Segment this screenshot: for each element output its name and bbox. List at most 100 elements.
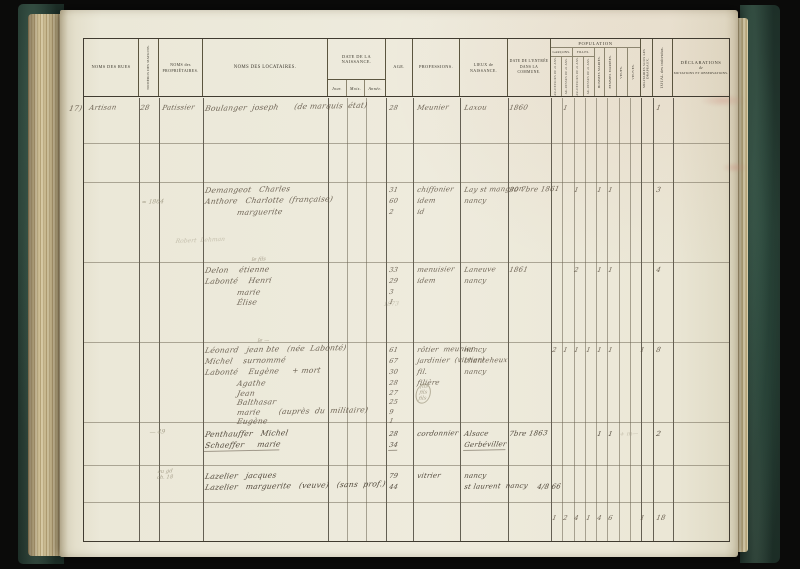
- subcol-filles-dessous: AU-DESSOUS DE 21 ANS.: [573, 57, 584, 96]
- subcol-filles-dessus: AU-DESSUS DE 21 ANS.: [586, 58, 590, 95]
- population-subcolumns: GARÇONS. AU-DESSOUS DE 21 ANS. AU-DESSUS…: [551, 48, 640, 96]
- handwritten-loc: marie: [236, 287, 262, 297]
- col-header-militaires: MILITAIRES SOUS LES DRAPEAUX.: [641, 39, 653, 96]
- column-rule: [551, 97, 552, 541]
- handwritten-age: 60: [388, 196, 399, 205]
- pencil-annotation: au gd ch. 18: [156, 467, 174, 481]
- handwritten-loc: Balthasar: [236, 396, 278, 407]
- handwritten-pop-tally: 1: [607, 185, 614, 194]
- handwritten-age: 9: [388, 407, 395, 416]
- handwritten-loc: Labonté Henri: [204, 275, 273, 286]
- handwritten-entree: 30 7bre 1861: [508, 184, 561, 194]
- col-header-date-entree: DATE DE L'ENTRÉE DANS LA COMMUNE.: [508, 39, 551, 96]
- handwritten-age: 44: [388, 482, 399, 491]
- subcol-mois: Mois.: [347, 80, 366, 96]
- row-rule: [84, 341, 729, 343]
- handwritten-age: 31: [388, 185, 399, 194]
- table-body: 17) Artisan 28 Patissier Boulanger joseph (d…: [68, 97, 729, 541]
- subcol-annee: Année.: [368, 85, 382, 91]
- row-rule: [84, 501, 729, 503]
- col-header-lieux: LIEUX de NAISSANCE.: [460, 39, 508, 96]
- handwritten-pop-tally: 1: [596, 185, 603, 194]
- handwritten-pop-tally: 1: [585, 345, 592, 354]
- handwritten-pop-tally: 1: [596, 429, 603, 438]
- handwritten-pop-tally: 1: [562, 345, 569, 354]
- column-rule: [619, 97, 620, 541]
- handwritten-prof: chiffonier: [416, 184, 455, 194]
- row-rule: [84, 181, 729, 183]
- handwritten-pop-tally: 1: [585, 513, 592, 522]
- handwritten-pop-tally: 1: [596, 345, 603, 354]
- column-rule: [366, 97, 367, 541]
- column-rule: [159, 97, 160, 541]
- column-rule: [585, 97, 586, 541]
- col-header-proprietaires: NOMS des PROPRIÉTAIRES.: [159, 39, 203, 96]
- pencil-annotation: — 49: [149, 427, 166, 436]
- handwritten-loc: Anthore Charlotte (française): [204, 193, 334, 206]
- column-rule: [574, 97, 575, 541]
- handwritten-entree: 4/8 66: [536, 482, 562, 491]
- col-header-locataires: NOMS DES LOCATAIRES.: [203, 39, 328, 96]
- subcol-garcons-dessus: AU-DESSUS DE 21 ANS.: [565, 58, 569, 95]
- handwritten-age: 34: [388, 440, 399, 451]
- ink-bleed-mark: [722, 162, 748, 173]
- handwritten-pop-tally: 1: [551, 513, 558, 522]
- handwritten-prof: cordonnier: [416, 428, 460, 438]
- handwritten-prof: Meunier: [416, 102, 450, 112]
- handwritten-age: 2: [388, 207, 395, 216]
- register-page: NOMS DES RUES NUMÉROS DES MAISONS. NOMS …: [60, 10, 748, 557]
- handwritten-age: 33: [388, 265, 399, 274]
- handwritten-age: 3: [388, 287, 395, 296]
- col-header-label: NOMS DES RUES: [91, 64, 131, 70]
- handwritten-pop-tally: 6: [607, 513, 614, 522]
- handwritten-age: 67: [388, 356, 399, 365]
- handwritten-maison: 28: [139, 103, 151, 112]
- handwritten-pop-tally: 2: [562, 513, 569, 522]
- pencil-annotation: 1873: [383, 299, 400, 308]
- handwritten-pop-tally: 1: [596, 265, 603, 274]
- handwritten-margin: 17): [68, 103, 84, 113]
- subcol-femmes-mariees: FEMMES MARIÉES.: [605, 48, 618, 96]
- census-table: NOMS DES RUES NUMÉROS DES MAISONS. NOMS …: [68, 38, 730, 542]
- column-rule: [596, 97, 597, 541]
- handwritten-loc: Lazelier marguerite (veuve) (sans prof.): [204, 478, 387, 492]
- col-header-numeros: NUMÉROS DES MAISONS.: [139, 39, 159, 96]
- column-rule: [347, 97, 348, 541]
- handwritten-prof: id: [416, 207, 426, 216]
- handwritten-prof: menuisier: [416, 264, 456, 274]
- handwritten-mil: 1: [639, 513, 646, 522]
- handwritten-total: 8: [655, 345, 662, 354]
- col-header-label: NUMÉROS DES MAISONS.: [146, 45, 150, 90]
- handwritten-age: 27: [388, 388, 399, 397]
- col-header-label: NOMS des PROPRIÉTAIRES.: [162, 61, 199, 73]
- handwritten-age: 28: [388, 378, 399, 387]
- handwritten-total: 4: [655, 265, 662, 274]
- handwritten-loc: Élise: [236, 297, 258, 307]
- handwritten-age: 25: [388, 397, 399, 406]
- handwritten-loc: Léonard jean bte (née Labonté): [204, 342, 348, 355]
- row-rule: [84, 421, 729, 423]
- handwritten-loc: Boulanger joseph (de marquis état): [204, 100, 369, 113]
- col-header-label: de: [698, 66, 704, 70]
- handwritten-pop-tally: 2: [551, 345, 558, 354]
- handwritten-lieu: Gerbéviller: [463, 439, 508, 451]
- handwritten-loc: Labonté Eugène + mort: [204, 365, 322, 377]
- column-rule: [673, 97, 674, 541]
- handwritten-loc: Penthauffer Michel: [204, 427, 290, 439]
- handwritten-pop-tally: 1: [573, 345, 580, 354]
- column-rule: [139, 97, 140, 541]
- handwritten-rue: Artisan: [88, 102, 118, 112]
- handwritten-total: 1: [655, 103, 662, 112]
- handwritten-prof: vitrier: [416, 471, 442, 480]
- pencil-annotation: + m—: [619, 429, 639, 438]
- handwritten-lieu: nancy: [463, 471, 488, 480]
- column-rule: [607, 97, 608, 541]
- col-header-label: NOMS DES LOCATAIRES.: [233, 64, 297, 70]
- handwritten-loc: Delon étienne: [204, 264, 271, 275]
- column-rule: [203, 97, 204, 541]
- handwritten-mil: 1: [639, 345, 646, 354]
- handwritten-total: 18: [655, 513, 667, 522]
- handwritten-lieu: nancy: [463, 276, 488, 285]
- handwritten-pop-tally: 1: [607, 429, 614, 438]
- handwritten-pop-tally: 1: [573, 185, 580, 194]
